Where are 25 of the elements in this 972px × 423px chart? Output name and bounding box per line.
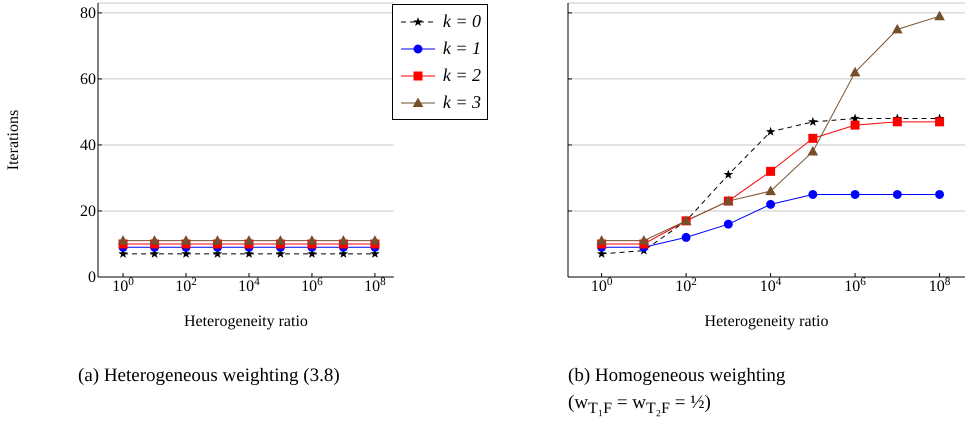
x-tick-label: 10$^{8}$ [928,276,951,295]
legend-label: k = 2 [442,65,481,86]
x-tick-label: 10$^{2}$ [175,276,197,295]
x-axis-title: Heterogeneity ratio [184,313,308,330]
y-tick-label: 40 [80,136,96,154]
x-axis-title: Heterogeneity ratio [704,313,828,330]
x-tick-label: 10$^{6}$ [844,276,866,295]
x-tick-label: 10$^{6}$ [301,276,324,295]
y-tick-label: 80 [80,4,96,22]
y-tick-label: 0 [88,269,96,286]
legend-label: k = 1 [442,38,481,59]
x-tick-label: 10$^{0}$ [112,276,134,295]
x-tick-label: 10$^{8}$ [364,276,386,295]
x-tick-label: 10$^{4}$ [760,276,782,295]
x-tick-label: 10$^{4}$ [238,276,260,295]
y-tick-label: 60 [80,70,96,88]
y-tick-label: 20 [80,202,96,220]
y-axis-title: Iterations [5,110,23,170]
x-tick-label: 10$^{0}$ [590,276,613,295]
legend-label: k = 3 [442,92,481,113]
text: (w$_{T₁F}$ = w$_{T₂F}$ = ½) [568,391,712,419]
legend-label: k = 0 [442,11,481,32]
text: (a) Heterogeneous weighting (3.8) [78,364,340,388]
text: (b) Homogeneous weighting [568,364,786,388]
x-tick-label: 10$^{2}$ [675,276,697,295]
